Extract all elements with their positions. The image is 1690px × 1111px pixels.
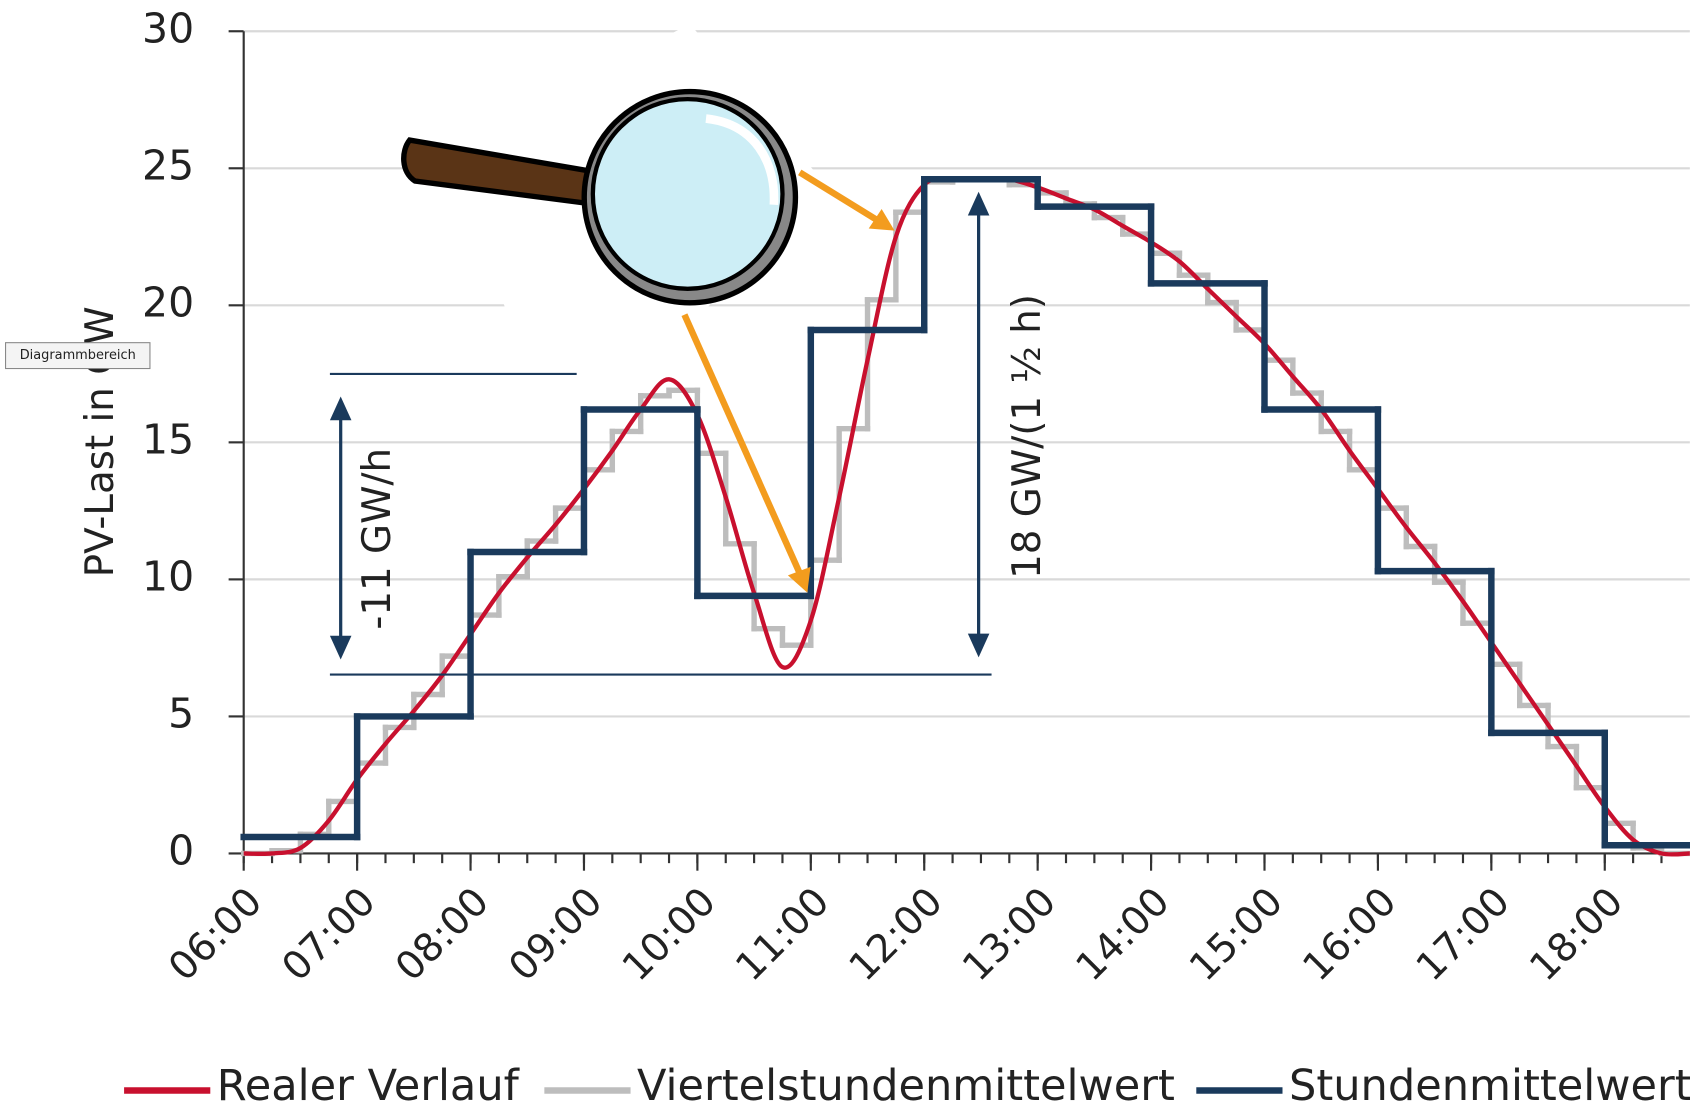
arrow-head xyxy=(330,397,352,421)
x-tick-label: 13:00 xyxy=(954,879,1065,990)
x-tick-label: 08:00 xyxy=(387,879,498,990)
x-tick-label: 16:00 xyxy=(1295,879,1406,990)
y-tick-label: 0 xyxy=(168,826,194,874)
x-tick-label: 15:00 xyxy=(1181,879,1292,990)
line xyxy=(244,179,1690,855)
y-tick-label: 10 xyxy=(142,552,194,600)
tooltip: Diagrammbereich xyxy=(20,348,136,363)
page: {"chart_data": { "type": "line", "y_labe… xyxy=(0,0,1690,1111)
y-tick-label: 15 xyxy=(142,415,194,463)
x-tick-label: 12:00 xyxy=(841,879,952,990)
arrow-head xyxy=(330,636,352,660)
x-tick-label: 06:00 xyxy=(160,879,271,990)
x-tick-label: 11:00 xyxy=(727,879,838,990)
y-tick-label: 30 xyxy=(142,4,194,52)
legend-label: Realer Verlauf xyxy=(217,1061,520,1111)
magnifier-lens xyxy=(593,99,783,289)
y-tick-label: 25 xyxy=(142,141,194,189)
chart: 0 5 10 15 20 25 30 06:0007:0008:0009:0010:0011:… xyxy=(0,0,1690,1111)
x-tick-label: 14:00 xyxy=(1068,879,1179,990)
legend-label: Viertelstundenmittelwert xyxy=(637,1061,1175,1111)
annotation: -11 GW/h xyxy=(355,448,400,630)
x-tick-label: 10:00 xyxy=(614,879,725,990)
y-tick-label: 5 xyxy=(168,689,194,737)
pointer-arrow xyxy=(684,315,799,574)
x-tick-label: 07:00 xyxy=(274,879,385,990)
y-tick-label: 20 xyxy=(142,278,194,326)
x-tick-label: 17:00 xyxy=(1408,879,1519,990)
annotation: 18 GW/(1 ½ h) xyxy=(1005,294,1050,579)
legend: Realer Verlauf Viertelstundenmittelwert St… xyxy=(124,1061,1690,1111)
legend-label: Stundenmittelwert xyxy=(1289,1061,1690,1111)
arrow-head xyxy=(968,634,990,658)
x-tick-label: 18:00 xyxy=(1521,879,1632,990)
arrow-head xyxy=(968,192,990,216)
x-tick-label: 09:00 xyxy=(501,879,612,990)
plot-area xyxy=(244,179,1690,855)
